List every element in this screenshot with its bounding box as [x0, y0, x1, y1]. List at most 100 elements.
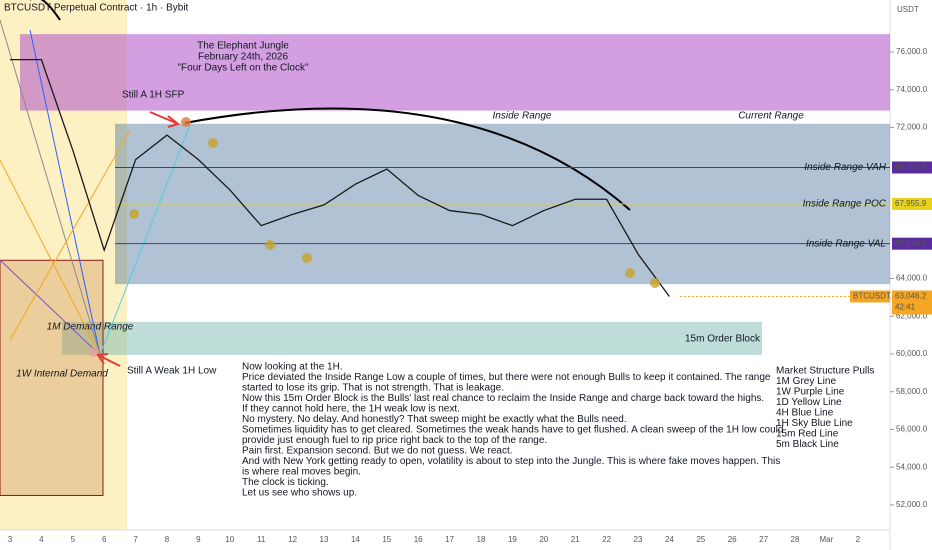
x-tick-label: Mar [820, 535, 834, 544]
marker [129, 209, 139, 219]
note-line: Price deviated the Inside Range Low a co… [242, 372, 771, 383]
arrow [96, 353, 121, 367]
title-line: "Four Days Left on the Clock" [177, 63, 308, 74]
x-tick-label: 2 [856, 535, 861, 544]
x-tick-label: 28 [791, 535, 800, 544]
x-tick-label: 23 [634, 535, 643, 544]
level-name: Inside Range POC [803, 198, 887, 209]
marker [650, 278, 660, 288]
structure-note: 1H Sky Blue Line [776, 418, 853, 429]
zone [20, 34, 890, 111]
structure-note: 5m Black Line [776, 439, 839, 450]
y-tick-label: 58,000.0 [896, 387, 928, 396]
countdown: 42:41 [895, 303, 916, 312]
y-tick-label: 56,000.0 [896, 425, 928, 434]
note-line: If they cannot hold here, the 1H weak lo… [242, 404, 460, 415]
x-tick-label: 20 [539, 535, 548, 544]
level-tag [892, 237, 932, 250]
structure-note: 1D Yellow Line [776, 397, 842, 408]
x-tick-label: 22 [602, 535, 611, 544]
level-name: Inside Range VAL [806, 238, 886, 249]
note-line: Sometimes liquidity has to get cleared. … [242, 425, 783, 436]
x-tick-label: 11 [257, 535, 266, 544]
annotation: Still A Weak 1H Low [127, 366, 217, 377]
level-label: 69,882.6 [895, 163, 927, 172]
drawing-line [29, 29, 101, 356]
zone-label: 15m Order Block [685, 334, 761, 345]
x-tick-label: 9 [196, 535, 201, 544]
y-tick-label: 76,000.0 [896, 47, 928, 56]
y-tick-label: 62,000.0 [896, 311, 928, 320]
price-tag [892, 290, 932, 315]
x-tick-label: 10 [225, 535, 234, 544]
level-name: Inside Range VAH [804, 162, 886, 173]
drawing-line [0, 19, 101, 356]
x-tick-label: 19 [508, 535, 517, 544]
marker [265, 240, 275, 250]
x-tick-label: 21 [571, 535, 580, 544]
zone-label: Inside Range [493, 111, 552, 122]
x-tick-label: 18 [477, 535, 486, 544]
x-tick-label: 17 [445, 535, 454, 544]
x-tick-label: 3 [8, 535, 13, 544]
currency: USDT [897, 5, 919, 14]
drawing-line [9, 129, 131, 341]
header: BTCUSDT Perpetual Contract · 1h · Bybit [4, 3, 189, 14]
structure-note: 1M Grey Line [776, 376, 836, 387]
structure-note: 4H Blue Line [776, 408, 834, 419]
title-line: February 24th, 2026 [198, 52, 288, 63]
structure-note: 15m Red Line [776, 429, 839, 440]
note-line: Now this 15m Order Block is the Bulls' l… [242, 393, 764, 404]
x-tick-label: 24 [665, 535, 674, 544]
annotation: 1W Internal Demand [16, 369, 108, 380]
x-tick-label: 27 [759, 535, 768, 544]
y-tick-label: 54,000.0 [896, 462, 928, 471]
x-tick-label: 5 [71, 535, 76, 544]
x-tick-label: 4 [39, 535, 44, 544]
annotation: Still A 1H SFP [122, 90, 185, 101]
x-tick-label: 15 [382, 535, 391, 544]
drawing-line [0, 159, 101, 356]
price-label: 63,046.2 [895, 292, 927, 301]
series-tag [850, 290, 890, 303]
note-line: And with New York getting ready to open,… [242, 456, 780, 467]
x-tick-label: 7 [133, 535, 138, 544]
note-line: is where real moves begin. [242, 467, 361, 478]
note-line: provide just enough fuel to rip price ri… [242, 435, 547, 446]
y-tick-label: 74,000.0 [896, 85, 928, 94]
drawing-line [0, 259, 101, 356]
arrow [149, 111, 181, 128]
marker [181, 117, 191, 127]
level-tag [892, 197, 932, 210]
note-line: Pain first. Expansion second. But we do … [242, 446, 513, 457]
price-line [10, 58, 670, 297]
level-label: 67,955.9 [895, 199, 927, 208]
x-tick-label: 6 [102, 535, 107, 544]
note-line: Let us see who shows up. [242, 488, 357, 499]
x-tick-label: 26 [728, 535, 737, 544]
annotation: Current Range [738, 111, 804, 122]
y-tick-label: 52,000.0 [896, 500, 928, 509]
x-tick-label: 13 [320, 535, 329, 544]
title-line: The Elephant Jungle [197, 41, 289, 52]
arc [184, 107, 631, 211]
x-tick-label: 14 [351, 535, 360, 544]
structure-note: Market Structure Pulls [776, 366, 874, 377]
series-name: BTCUSDT.P [853, 292, 897, 301]
x-tick-label: 12 [288, 535, 297, 544]
drawing-line [99, 124, 191, 356]
level-label: 65,844.8 [895, 239, 927, 248]
x-tick-label: 25 [696, 535, 705, 544]
note-line: Now looking at the 1H. [242, 362, 343, 373]
zone-label: 1M Demand Range [47, 322, 134, 333]
x-tick-label: 8 [165, 535, 170, 544]
x-tick-label: 16 [414, 535, 423, 544]
structure-note: 1W Purple Line [776, 387, 845, 398]
y-tick-label: 64,000.0 [896, 274, 928, 283]
note-line: The clock is ticking. [242, 477, 329, 488]
marker [302, 253, 312, 263]
arc [30, 0, 61, 21]
zone [62, 321, 762, 355]
note-line: No mystery. No delay. And honestly? That… [242, 414, 627, 425]
